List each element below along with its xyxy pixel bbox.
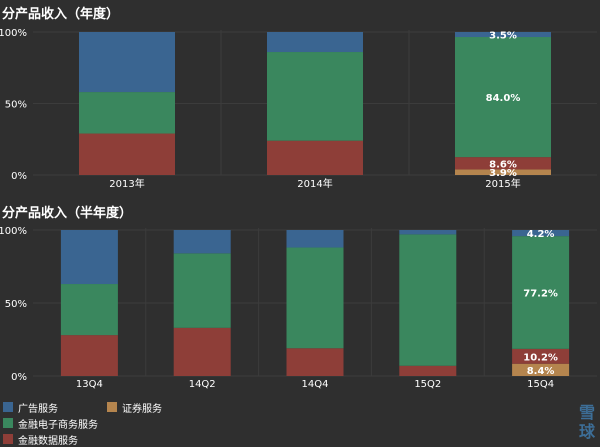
data-label: 77.2% bbox=[523, 288, 558, 299]
y-tick-label: 0% bbox=[11, 171, 27, 182]
data-label: 84.0% bbox=[486, 93, 521, 104]
legend-label-ecommerce: 金融电子商务服务 bbox=[18, 419, 98, 431]
legend-item-ecommerce[interactable]: 金融电子商务服务 bbox=[3, 416, 107, 431]
legend: 广告服务 证券服务 金融电子商务服务 金融数据服务 bbox=[3, 400, 227, 447]
data-label: 10.2% bbox=[523, 352, 558, 363]
x-tick-label: 2013年 bbox=[109, 177, 144, 190]
bar-segment bbox=[512, 230, 570, 237]
x-tick-label: 13Q4 bbox=[76, 379, 103, 390]
bar-segment bbox=[60, 335, 118, 376]
legend-label-securities: 证券服务 bbox=[122, 403, 162, 415]
legend-swatch-securities bbox=[107, 402, 117, 412]
chart-title-annual: 分产品收入（年度） bbox=[2, 7, 120, 22]
bar-segment bbox=[399, 234, 457, 366]
bar-segment bbox=[455, 37, 551, 158]
legend-swatch-ad bbox=[3, 402, 13, 412]
data-label: 8.4% bbox=[527, 366, 555, 377]
bar-segment bbox=[286, 247, 344, 349]
legend-item-ad[interactable]: 广告服务 bbox=[3, 400, 107, 415]
bar-segment bbox=[455, 169, 551, 175]
bar-segment bbox=[512, 363, 570, 376]
bar-segment bbox=[267, 32, 363, 53]
bar-segment bbox=[173, 230, 231, 254]
x-tick-label: 14Q2 bbox=[189, 379, 216, 390]
x-tick-label: 14Q4 bbox=[302, 379, 329, 390]
legend-label-ad: 广告服务 bbox=[18, 403, 58, 415]
chart-title-semiannual: 分产品收入（半年度） bbox=[2, 206, 133, 221]
bar-segment bbox=[267, 52, 363, 141]
bar-segment bbox=[286, 230, 344, 248]
bar-segment bbox=[79, 92, 175, 134]
bar-segment bbox=[79, 133, 175, 175]
bar-segment bbox=[512, 348, 570, 364]
bar-segment bbox=[79, 32, 175, 93]
bar-segment bbox=[60, 230, 118, 285]
y-tick-label: 100% bbox=[0, 226, 27, 237]
data-label: 8.6% bbox=[489, 159, 517, 170]
legend-label-data-service: 金融数据服务 bbox=[18, 435, 78, 447]
x-tick-label: 15Q2 bbox=[414, 379, 441, 390]
data-label: 3.9% bbox=[489, 168, 517, 179]
bar-segment bbox=[455, 157, 551, 170]
bar-segment bbox=[399, 230, 457, 235]
y-tick-label: 100% bbox=[0, 28, 27, 39]
bar-segment bbox=[173, 327, 231, 376]
bar-segment bbox=[455, 32, 551, 38]
bar-segment bbox=[286, 348, 344, 376]
bar-segment bbox=[512, 236, 570, 349]
bar-segment bbox=[399, 365, 457, 376]
x-tick-label: 2015年 bbox=[485, 177, 520, 190]
legend-swatch-ecommerce bbox=[3, 418, 13, 428]
x-tick-label: 15Q4 bbox=[527, 379, 554, 390]
legend-item-data-service[interactable]: 金融数据服务 bbox=[3, 432, 107, 447]
data-label: 3.5% bbox=[489, 31, 517, 42]
watermark-logo: 雪球 bbox=[578, 403, 595, 441]
bar-segment bbox=[173, 253, 231, 328]
legend-swatch-data-service bbox=[3, 434, 13, 444]
x-tick-label: 2014年 bbox=[297, 177, 332, 190]
bar-segment bbox=[60, 284, 118, 336]
y-tick-label: 50% bbox=[5, 100, 27, 111]
legend-item-securities[interactable]: 证券服务 bbox=[107, 400, 227, 415]
y-tick-label: 50% bbox=[5, 299, 27, 310]
data-label: 4.2% bbox=[527, 229, 555, 240]
y-tick-label: 0% bbox=[11, 372, 27, 383]
legend-spacer bbox=[107, 416, 227, 430]
bar-segment bbox=[267, 140, 363, 175]
